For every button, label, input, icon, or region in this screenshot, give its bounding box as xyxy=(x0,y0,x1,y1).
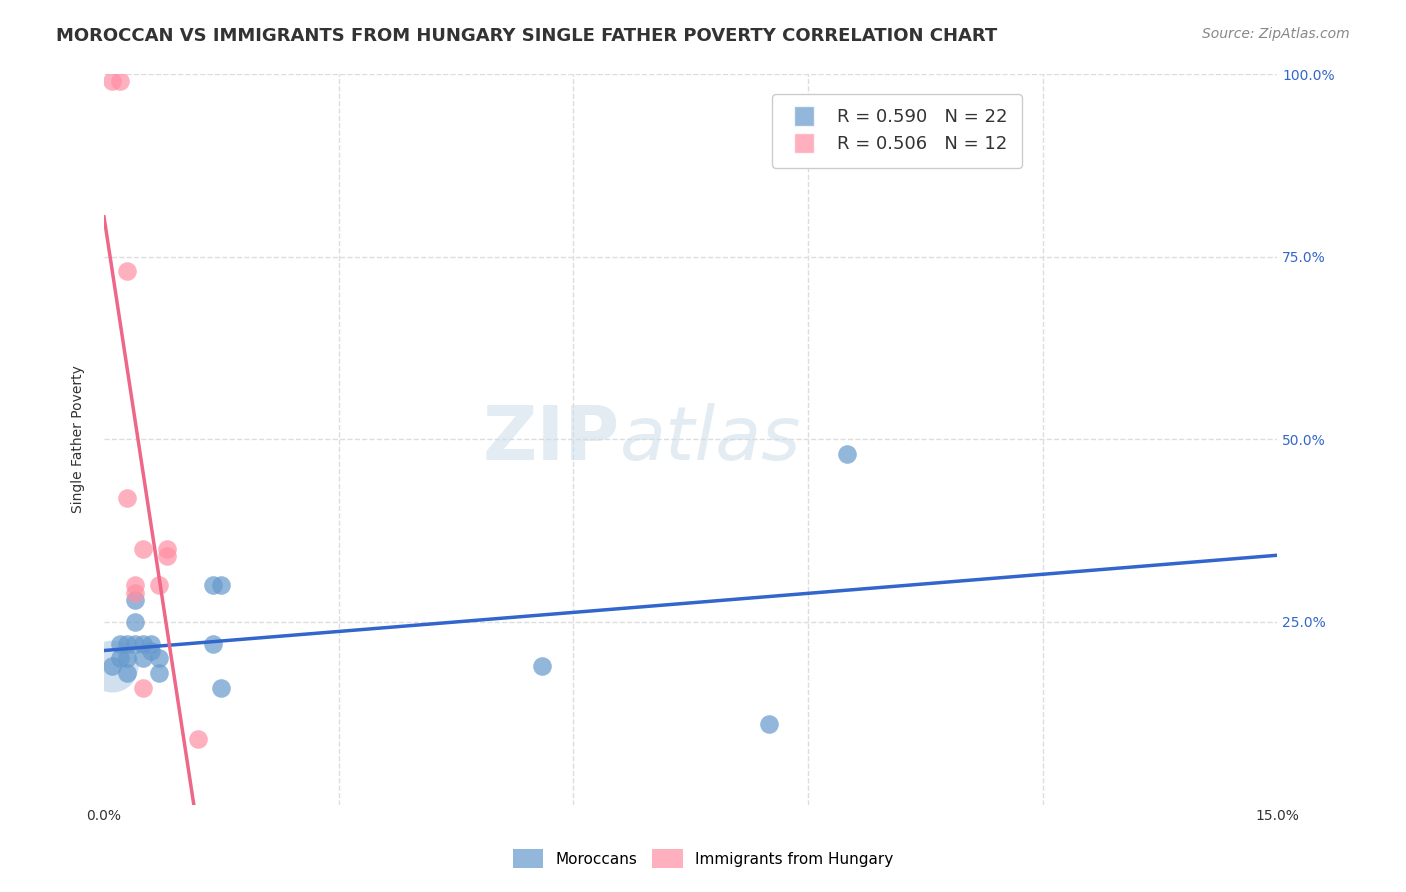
Legend: R = 0.590   N = 22, R = 0.506   N = 12: R = 0.590 N = 22, R = 0.506 N = 12 xyxy=(772,94,1022,168)
Point xyxy=(124,637,146,651)
Point xyxy=(101,658,124,673)
Point xyxy=(132,651,155,665)
Point xyxy=(202,637,225,651)
Point xyxy=(148,666,170,681)
Text: MOROCCAN VS IMMIGRANTS FROM HUNGARY SINGLE FATHER POVERTY CORRELATION CHART: MOROCCAN VS IMMIGRANTS FROM HUNGARY SING… xyxy=(56,27,997,45)
Point xyxy=(117,666,139,681)
Point xyxy=(117,491,139,505)
Text: atlas: atlas xyxy=(620,403,801,475)
Point xyxy=(835,447,858,461)
Y-axis label: Single Father Poverty: Single Father Poverty xyxy=(72,366,86,513)
Point xyxy=(187,731,209,746)
Point xyxy=(139,644,162,658)
Point xyxy=(758,717,780,731)
Point xyxy=(108,651,131,665)
Point xyxy=(202,578,225,592)
Point xyxy=(124,593,146,607)
Point xyxy=(148,578,170,592)
Legend: Moroccans, Immigrants from Hungary: Moroccans, Immigrants from Hungary xyxy=(505,841,901,875)
Point xyxy=(124,578,146,592)
Point xyxy=(101,658,124,673)
Point xyxy=(155,549,177,564)
Point xyxy=(117,651,139,665)
Text: Source: ZipAtlas.com: Source: ZipAtlas.com xyxy=(1202,27,1350,41)
Point xyxy=(117,637,139,651)
Point xyxy=(124,586,146,600)
Point xyxy=(531,658,554,673)
Point xyxy=(209,578,232,592)
Point xyxy=(132,637,155,651)
Point xyxy=(155,541,177,556)
Point xyxy=(117,264,139,278)
Point xyxy=(209,681,232,695)
Point xyxy=(108,637,131,651)
Point xyxy=(101,74,124,88)
Point xyxy=(108,74,131,88)
Point xyxy=(148,651,170,665)
Text: ZIP: ZIP xyxy=(484,403,620,475)
Point xyxy=(132,541,155,556)
Point xyxy=(124,615,146,629)
Point xyxy=(139,637,162,651)
Point xyxy=(132,681,155,695)
